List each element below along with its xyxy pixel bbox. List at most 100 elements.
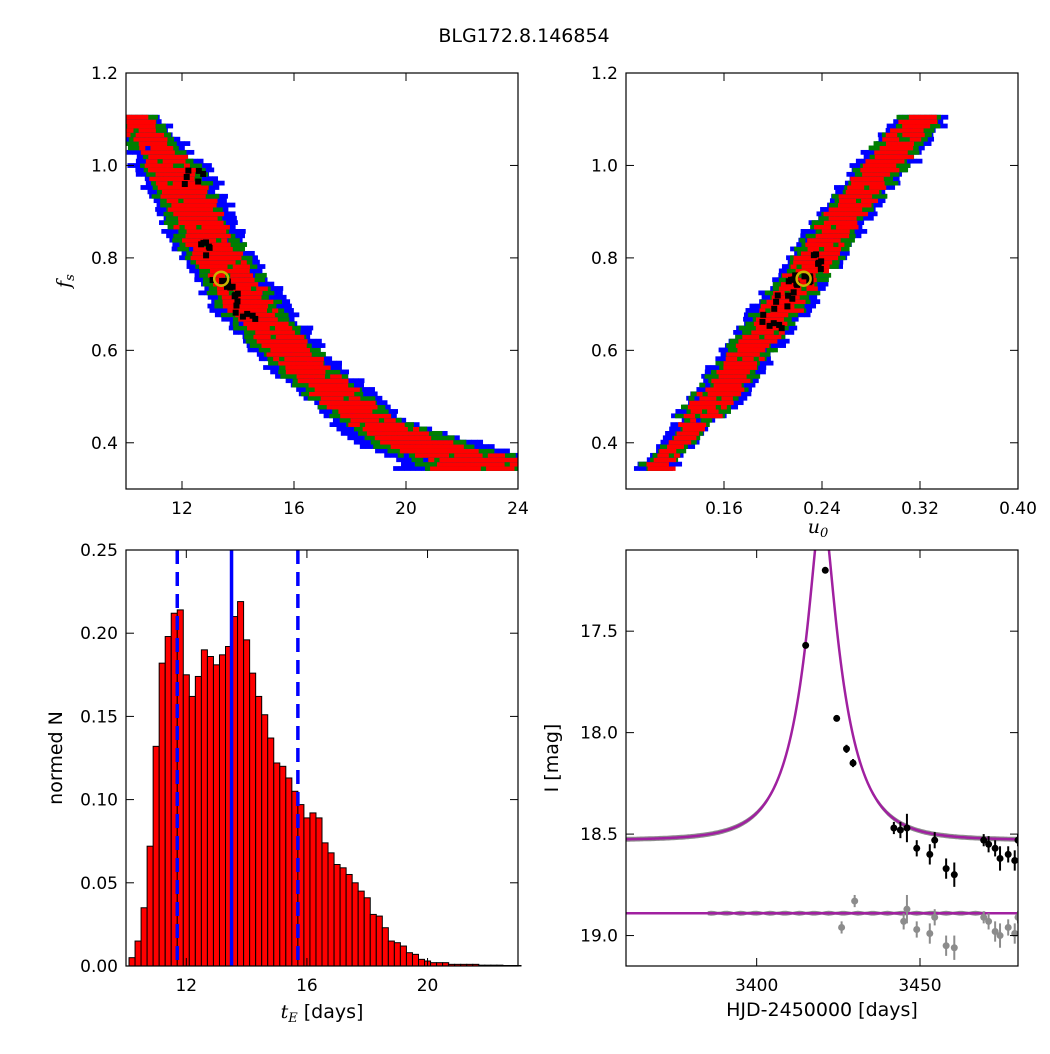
cell-3sigma (181, 250, 188, 256)
cell-1sigma (674, 439, 681, 445)
cell-2sigma (845, 242, 852, 247)
cell-1sigma (144, 136, 151, 142)
cell-1sigma (716, 387, 723, 392)
cell-1sigma (847, 185, 854, 190)
cell-1sigma (806, 268, 813, 274)
cell-3sigma (229, 211, 236, 217)
cell-best-region (185, 167, 192, 174)
cell-1sigma (778, 286, 785, 291)
cell-1sigma (823, 268, 830, 274)
cell-2sigma (767, 308, 774, 313)
cell-1sigma (180, 185, 187, 190)
cell-3sigma (144, 176, 151, 182)
cell-3sigma (743, 382, 750, 388)
cell-1sigma (374, 435, 381, 441)
histogram-bar (381, 927, 389, 967)
cell-1sigma (758, 356, 765, 362)
cell-1sigma (886, 141, 892, 146)
cell-1sigma (698, 404, 705, 410)
cell-1sigma (844, 198, 851, 204)
cell-1sigma (880, 154, 887, 160)
cell-2sigma (339, 417, 346, 423)
cell-1sigma (869, 185, 876, 190)
cell-2sigma (902, 114, 908, 120)
cell-1sigma (877, 176, 884, 182)
cell-3sigma (709, 417, 716, 423)
cell-1sigma (734, 360, 741, 366)
cell-2sigma (358, 430, 365, 436)
cell-1sigma (256, 299, 263, 305)
cell-1sigma (266, 330, 273, 335)
cell-2sigma (204, 272, 211, 278)
cell-1sigma (408, 435, 415, 441)
cell-2sigma (276, 299, 283, 305)
cell-1sigma (268, 312, 275, 318)
cell-1sigma (478, 457, 485, 463)
cell-1sigma (670, 448, 677, 454)
cell-1sigma (350, 417, 357, 423)
cell-2sigma (393, 448, 400, 454)
cell-1sigma (416, 448, 423, 454)
cell-3sigma (213, 185, 220, 190)
cell-1sigma (223, 259, 230, 265)
cell-2sigma (323, 404, 330, 410)
cell-1sigma (876, 158, 883, 164)
cell-1sigma (144, 119, 151, 125)
cell-1sigma (759, 308, 766, 313)
cell-2sigma (190, 163, 197, 168)
cell-1sigma (794, 299, 801, 305)
cell-1sigma (147, 167, 154, 173)
cell-1sigma (160, 176, 167, 182)
cell-3sigma (234, 229, 241, 234)
cell-3sigma (834, 185, 840, 190)
cell-1sigma (532, 462, 538, 467)
cell-2sigma (785, 316, 792, 322)
cell-3sigma (296, 387, 303, 392)
cell-1sigma (823, 237, 830, 243)
cell-2sigma (810, 224, 817, 230)
cell-2sigma (196, 171, 203, 177)
cell-best-region (759, 318, 766, 325)
cell-2sigma (772, 286, 779, 291)
cell-2sigma (854, 171, 861, 177)
cell-2sigma (163, 211, 170, 217)
cell-3sigma (860, 149, 867, 155)
cell-1sigma (700, 400, 707, 406)
histogram-bar (243, 639, 251, 967)
cell-1sigma (213, 233, 220, 239)
cell-1sigma (325, 387, 332, 392)
cell-2sigma (159, 158, 166, 164)
cell-1sigma (319, 400, 326, 406)
cell-3sigma (866, 211, 873, 217)
cell-2sigma (482, 448, 489, 454)
cell-1sigma (224, 255, 231, 261)
cell-1sigma (366, 430, 373, 436)
cell-3sigma (561, 466, 567, 471)
cell-1sigma (318, 373, 325, 379)
histogram-bar (417, 958, 426, 967)
cell-1sigma (307, 365, 314, 370)
cell-1sigma (890, 128, 896, 133)
cell-1sigma (693, 426, 700, 432)
cell-3sigma (172, 229, 179, 234)
cell-3sigma (380, 448, 387, 454)
histogram-bar (351, 882, 359, 967)
cell-1sigma (285, 369, 292, 375)
cell-1sigma (799, 255, 806, 261)
cell-1sigma (723, 360, 730, 366)
cell-2sigma (233, 246, 240, 252)
cell-1sigma (178, 207, 185, 212)
cell-1sigma (508, 466, 515, 471)
cell-1sigma (690, 435, 697, 441)
cell-1sigma (441, 439, 448, 445)
cell-2sigma (314, 351, 321, 357)
cell-1sigma (850, 198, 856, 204)
cell-1sigma (252, 281, 259, 287)
histogram-bar (188, 695, 196, 967)
cell-3sigma (524, 462, 530, 467)
cell-1sigma (178, 180, 185, 186)
cell-1sigma (360, 404, 367, 410)
cell-1sigma (693, 404, 700, 410)
cell-1sigma (704, 395, 711, 401)
